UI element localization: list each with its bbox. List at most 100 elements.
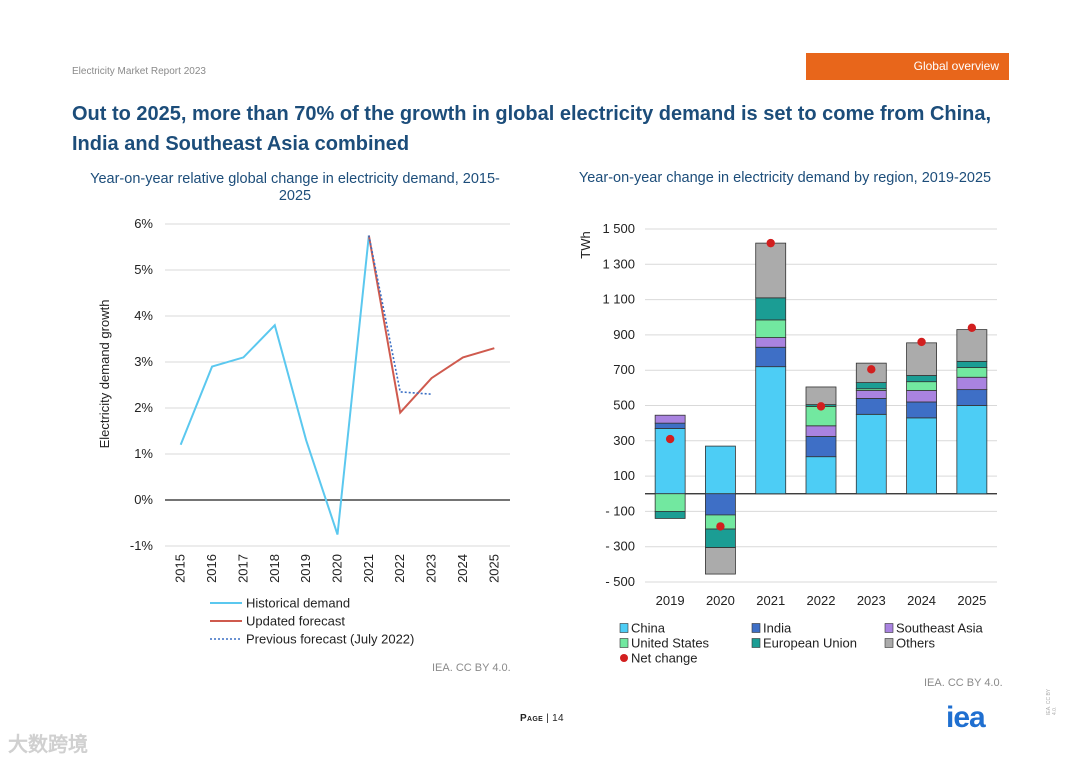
y-tick-label: 1 300 bbox=[602, 256, 635, 271]
x-tick-label: 2021 bbox=[756, 593, 785, 608]
left-chart-credit: IEA. CC BY 4.0. bbox=[432, 662, 511, 674]
x-tick-label: 2016 bbox=[204, 554, 219, 583]
bar-segment bbox=[755, 346, 787, 368]
legend-swatch bbox=[619, 623, 629, 633]
legend-swatch bbox=[620, 654, 628, 662]
stacked-bar-chart: - 500 - 300 - 100 100 300 500 700 900 1 100 1 300… bbox=[578, 221, 997, 666]
net-change-marker bbox=[816, 402, 826, 411]
bar-segment bbox=[705, 547, 736, 575]
x-tick-label: 2020 bbox=[330, 554, 345, 583]
y-tick-label: 2% bbox=[134, 400, 153, 415]
bar-segment bbox=[755, 337, 787, 348]
x-tick-label: 2017 bbox=[235, 554, 250, 583]
bar-segment bbox=[956, 405, 988, 495]
net-change-marker bbox=[967, 323, 977, 333]
legend-label: Southeast Asia bbox=[896, 621, 983, 636]
bar-segment bbox=[906, 390, 937, 403]
bar-segment bbox=[855, 398, 887, 415]
x-tick-label: 2022 bbox=[807, 593, 836, 608]
x-tick-label: 2015 bbox=[173, 554, 188, 583]
bar-segment bbox=[654, 414, 686, 424]
y-tick-label: 1 500 bbox=[602, 221, 635, 236]
net-change-marker bbox=[716, 522, 725, 531]
bar-segment bbox=[705, 445, 736, 495]
bar-segment bbox=[705, 493, 736, 516]
x-tick-label: 2018 bbox=[267, 554, 282, 583]
bar-segment bbox=[755, 366, 787, 495]
right-chart-title: Year-on-year change in electricity deman… bbox=[578, 170, 992, 186]
y-tick-label: - 100 bbox=[605, 503, 635, 518]
net-change-marker bbox=[917, 337, 926, 347]
y-tick-label: -1% bbox=[130, 538, 154, 553]
y-tick-label: 6% bbox=[134, 216, 153, 231]
bar-segment bbox=[805, 456, 837, 495]
legend-label: Others bbox=[896, 636, 936, 651]
legend-label: China bbox=[631, 621, 666, 636]
report-name: Electricity Market Report 2023 bbox=[72, 66, 206, 77]
y-tick-label: 1 100 bbox=[602, 292, 635, 307]
y-axis-label: Electricity demand growth bbox=[97, 300, 112, 449]
y-tick-label: 700 bbox=[613, 362, 635, 377]
x-tick-label: 2023 bbox=[857, 593, 886, 608]
section-tag[interactable]: Global overview bbox=[806, 53, 1009, 80]
line-chart: -1% 0% 1% 2% 3% 4% 5% 6% 2015 2016 2017 2018 2019 202… bbox=[97, 216, 510, 647]
legend-swatch bbox=[884, 638, 894, 648]
x-tick-label: 2025 bbox=[486, 554, 501, 583]
x-tick-label: 2025 bbox=[957, 593, 986, 608]
bar-segment bbox=[855, 382, 887, 390]
bar-segment bbox=[654, 422, 686, 429]
bar-segment bbox=[956, 367, 988, 378]
page-headline: Out to 2025, more than 70% of the growth… bbox=[72, 103, 992, 155]
page-prefix: Page bbox=[520, 713, 544, 724]
bar-segment bbox=[906, 342, 937, 376]
x-tick-label: 2019 bbox=[298, 554, 313, 583]
bar-segment bbox=[705, 528, 736, 548]
bar-segment bbox=[906, 381, 937, 391]
page-number-value: | 14 bbox=[546, 713, 564, 724]
legend-label: Net change bbox=[631, 651, 698, 666]
bar-segment bbox=[805, 425, 837, 437]
net-change-marker bbox=[665, 434, 675, 444]
net-change-marker bbox=[766, 238, 775, 248]
bar-segment bbox=[855, 390, 887, 399]
bar-segment bbox=[956, 376, 988, 391]
legend-label: Updated forecast bbox=[246, 614, 345, 629]
y-tick-label: 3% bbox=[134, 354, 153, 369]
bar-segment bbox=[906, 401, 937, 419]
series-line bbox=[368, 235, 432, 395]
left-chart-title: Year-on-year relative global change in e… bbox=[90, 171, 500, 204]
legend-swatch bbox=[884, 623, 894, 633]
y-tick-label: 100 bbox=[613, 468, 635, 483]
y-tick-label: 900 bbox=[613, 327, 635, 342]
side-note: IEA. CC BY 4.0. bbox=[1046, 688, 1058, 715]
legend-label: United States bbox=[631, 636, 710, 651]
y-tick-label: 4% bbox=[134, 308, 153, 323]
y-tick-label: - 300 bbox=[605, 539, 635, 554]
right-chart-credit: IEA. CC BY 4.0. bbox=[924, 677, 1003, 689]
x-tick-label: 2021 bbox=[361, 554, 376, 583]
legend-label: India bbox=[763, 621, 792, 636]
bar-segment bbox=[755, 319, 787, 338]
iea-logo: iea bbox=[946, 701, 986, 734]
y-tick-label: 300 bbox=[613, 433, 635, 448]
bar-segment bbox=[855, 413, 887, 495]
bar-segment bbox=[654, 493, 686, 512]
y-tick-label: 0% bbox=[134, 492, 153, 507]
x-tick-label: 2022 bbox=[392, 554, 407, 583]
series-line bbox=[367, 235, 495, 415]
y-axis-label: TWh bbox=[578, 231, 593, 258]
bar-segment bbox=[805, 435, 837, 458]
legend-swatch bbox=[751, 638, 761, 648]
x-tick-label: 2019 bbox=[656, 593, 685, 608]
bar-segment bbox=[805, 386, 837, 406]
bar-segment bbox=[755, 242, 787, 299]
bar-segment bbox=[906, 417, 937, 495]
bar-segment bbox=[956, 329, 988, 362]
legend-label: Historical demand bbox=[246, 596, 350, 611]
y-tick-label: 500 bbox=[613, 398, 635, 413]
series-line bbox=[179, 235, 370, 535]
y-tick-label: 1% bbox=[134, 446, 153, 461]
x-tick-label: 2020 bbox=[706, 593, 735, 608]
legend-label: Previous forecast (July 2022) bbox=[246, 632, 414, 647]
bar-segment bbox=[654, 510, 686, 519]
